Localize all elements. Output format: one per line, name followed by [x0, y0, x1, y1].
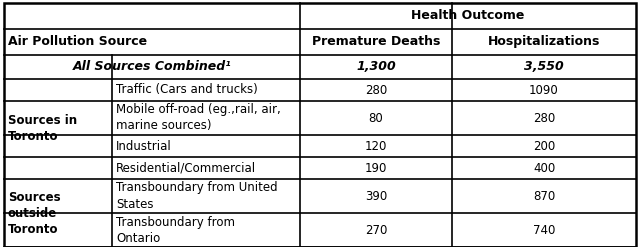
Text: Mobile off-road (eg.,rail, air,
marine sources): Mobile off-road (eg.,rail, air, marine s… [116, 103, 281, 132]
Text: 740: 740 [533, 224, 555, 236]
Text: Traffic (Cars and trucks): Traffic (Cars and trucks) [116, 83, 258, 97]
Text: 400: 400 [533, 162, 555, 174]
Text: Transboundary from United
States: Transboundary from United States [116, 182, 278, 210]
Text: 80: 80 [369, 111, 383, 124]
Text: 390: 390 [365, 189, 387, 203]
Text: Residential/Commercial: Residential/Commercial [116, 162, 256, 174]
Text: 190: 190 [365, 162, 387, 174]
Text: 870: 870 [533, 189, 555, 203]
Text: 270: 270 [365, 224, 387, 236]
Text: Industrial: Industrial [116, 140, 172, 152]
Text: Air Pollution Source: Air Pollution Source [8, 36, 147, 48]
Text: 1090: 1090 [529, 83, 559, 97]
Text: Premature Deaths: Premature Deaths [312, 36, 440, 48]
Text: 280: 280 [365, 83, 387, 97]
Text: 280: 280 [533, 111, 555, 124]
Text: Hospitalizations: Hospitalizations [488, 36, 600, 48]
Text: Transboundary from
Ontario: Transboundary from Ontario [116, 215, 235, 245]
Text: Sources
outside
Toronto: Sources outside Toronto [8, 190, 61, 235]
Text: Health Outcome: Health Outcome [412, 9, 525, 22]
Text: All Sources Combined¹: All Sources Combined¹ [72, 61, 232, 74]
Text: 1,300: 1,300 [356, 61, 396, 74]
Text: Sources in
Toronto: Sources in Toronto [8, 115, 77, 144]
Text: 200: 200 [533, 140, 555, 152]
Text: 120: 120 [365, 140, 387, 152]
Text: 3,550: 3,550 [524, 61, 564, 74]
